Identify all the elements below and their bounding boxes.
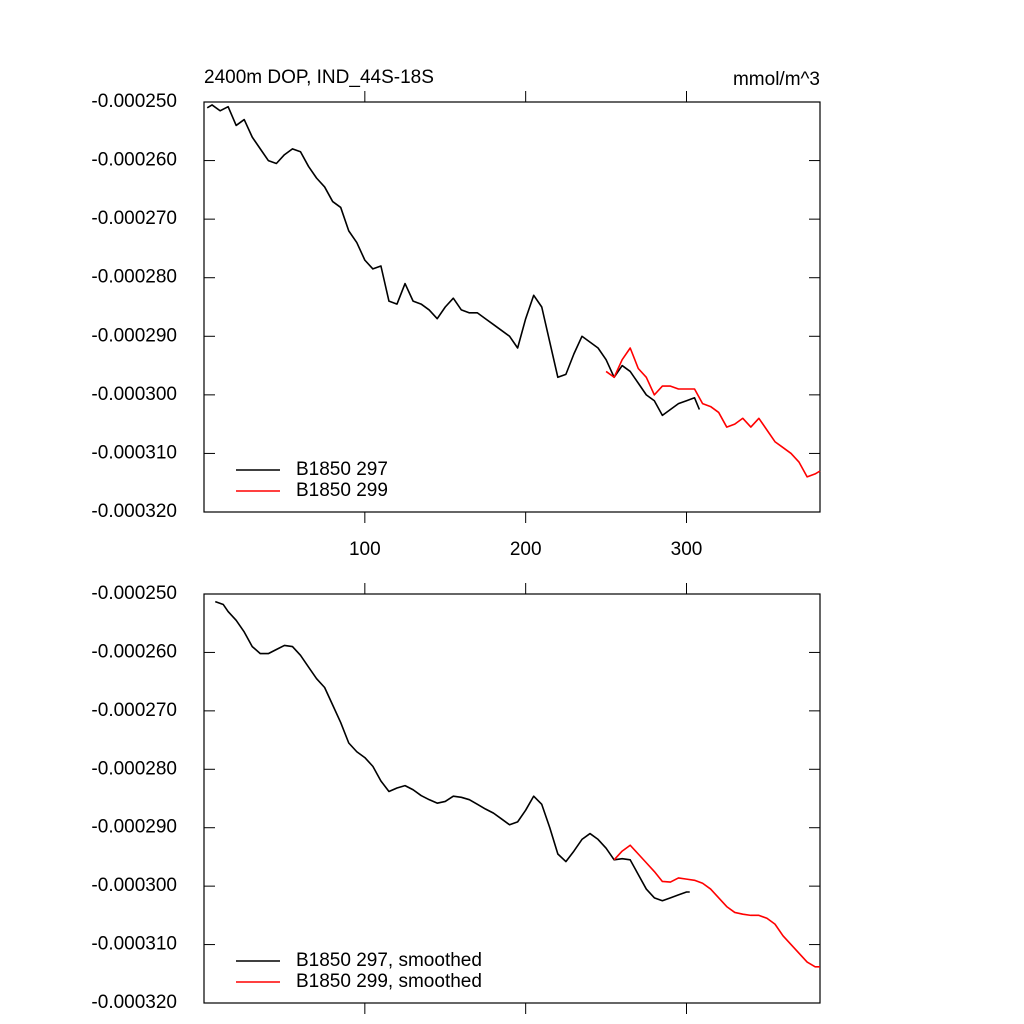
y-tick-label: -0.000300 (91, 875, 177, 896)
data-line (605, 347, 821, 478)
legend-label: B1850 299, smoothed (296, 971, 482, 992)
y-tick-label: -0.000270 (91, 208, 177, 229)
y-tick-label: -0.000320 (91, 992, 177, 1013)
y-tick-label: -0.000260 (91, 150, 177, 171)
plot-frame (203, 101, 821, 513)
y-tick-label: -0.000280 (91, 267, 177, 288)
y-tick-label: -0.000310 (91, 934, 177, 955)
legend-label: B1850 297 (296, 459, 388, 480)
data-line (613, 844, 820, 968)
y-tick-label: -0.000290 (91, 817, 177, 838)
data-line (206, 104, 701, 417)
y-tick-label: -0.000250 (91, 91, 177, 112)
y-tick-label: -0.000250 (91, 583, 177, 604)
y-tick-label: -0.000260 (91, 641, 177, 662)
x-tick-label: 300 (671, 539, 703, 560)
y-tick-label: -0.000290 (91, 325, 177, 346)
chart-title: 2400m DOP, IND_44S-18S (204, 67, 434, 88)
units-label: mmol/m^3 (733, 69, 820, 90)
legend-label: B1850 299 (296, 480, 388, 501)
x-tick-label: 200 (510, 539, 542, 560)
legend-label: B1850 297, smoothed (296, 950, 482, 971)
y-tick-label: -0.000320 (91, 501, 177, 522)
y-tick-label: -0.000300 (91, 384, 177, 405)
y-tick-label: -0.000310 (91, 442, 177, 463)
y-tick-label: -0.000280 (91, 758, 177, 779)
x-tick-label: 100 (349, 539, 381, 560)
plot-frame (203, 593, 821, 1004)
y-tick-label: -0.000270 (91, 700, 177, 721)
